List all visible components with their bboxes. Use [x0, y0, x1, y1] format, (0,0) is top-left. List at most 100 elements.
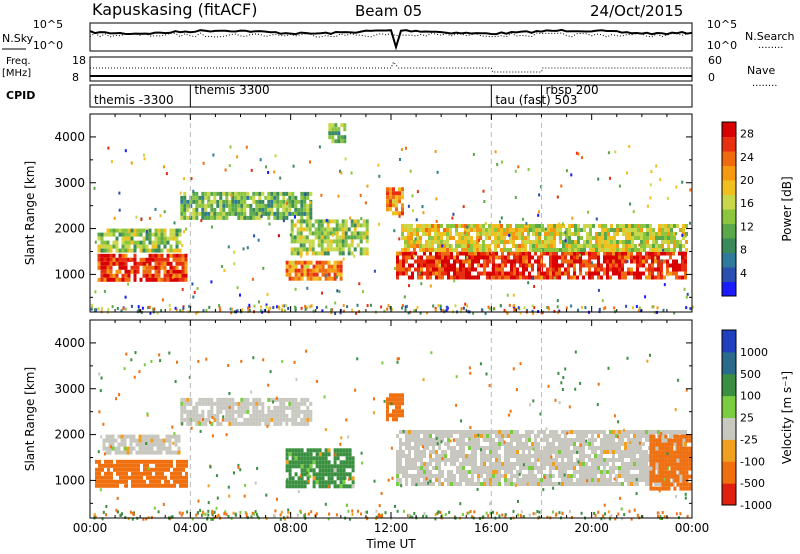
- data-cell: [663, 259, 666, 264]
- data-cell: [544, 232, 547, 236]
- data-cell: [560, 381, 563, 385]
- data-cell: [399, 271, 402, 276]
- data-cell: [160, 240, 164, 245]
- data-cell: [423, 450, 426, 454]
- data-cell: [324, 502, 327, 506]
- data-cell: [303, 514, 306, 518]
- data-cell: [630, 267, 633, 272]
- data-cell: [532, 228, 535, 232]
- data-cell: [276, 497, 278, 501]
- data-cell: [672, 430, 675, 434]
- data-cell: [324, 276, 328, 281]
- data-cell: [323, 239, 327, 244]
- data-cell: [291, 199, 295, 204]
- data-cell: [528, 271, 531, 276]
- data-cell: [603, 438, 606, 442]
- data-cell: [639, 478, 642, 482]
- data-cell: [232, 511, 235, 515]
- data-cell: [164, 463, 167, 468]
- data-cell: [579, 438, 582, 442]
- data-cell: [98, 467, 101, 472]
- data-cell: [594, 513, 597, 517]
- data-cell: [318, 460, 322, 465]
- data-cell: [534, 438, 537, 442]
- data-cell: [532, 244, 535, 248]
- data-cell: [332, 231, 336, 236]
- data-cell: [256, 467, 259, 470]
- data-cell: [462, 478, 465, 482]
- data-cell: [118, 208, 121, 212]
- data-cell: [123, 446, 127, 451]
- data-cell: [157, 257, 161, 262]
- data-cell: [603, 462, 606, 466]
- data-cell: [651, 251, 654, 256]
- data-cell: [120, 438, 124, 443]
- data-cell: [137, 305, 140, 309]
- data-cell: [435, 263, 438, 268]
- data-cell: [174, 306, 177, 310]
- data-cell: [396, 509, 399, 513]
- data-cell: [153, 450, 157, 455]
- data-cell: [219, 397, 223, 402]
- data-cell: [345, 472, 349, 477]
- data-cell: [392, 199, 395, 204]
- data-cell: [597, 466, 600, 470]
- data-cell: [516, 259, 519, 264]
- data-cell: [522, 478, 525, 482]
- data-cell: [347, 227, 351, 232]
- data-cell: [137, 467, 140, 472]
- data-cell: [543, 458, 546, 462]
- data-cell: [425, 248, 428, 252]
- data-cell: [582, 462, 585, 466]
- data-cell: [480, 470, 483, 474]
- data-cell: [106, 257, 110, 262]
- data-cell: [396, 271, 399, 276]
- data-cell: [299, 227, 303, 232]
- data-cell: [603, 482, 606, 486]
- data-cell: [519, 462, 522, 466]
- data-cell: [344, 235, 348, 240]
- data-cell: [311, 223, 315, 228]
- data-cell: [133, 228, 137, 233]
- data-cell: [558, 255, 561, 260]
- data-cell: [293, 247, 297, 252]
- data-cell: [178, 273, 182, 278]
- data-cell: [675, 259, 678, 264]
- data-cell: [393, 267, 396, 270]
- data-cell: [555, 446, 558, 450]
- data-cell: [635, 478, 638, 482]
- data-cell: [334, 301, 337, 305]
- data-cell: [474, 275, 477, 280]
- data-cell: [521, 248, 524, 252]
- data-cell: [323, 227, 327, 232]
- data-cell: [396, 470, 399, 474]
- data-cell: [658, 236, 661, 240]
- data-cell: [291, 480, 295, 485]
- data-cell: [162, 502, 165, 506]
- data-cell: [138, 370, 141, 374]
- data-cell: [416, 240, 419, 244]
- data-cell: [432, 263, 435, 268]
- data-cell: [360, 512, 363, 516]
- data-cell: [519, 442, 522, 446]
- data-cell: [189, 413, 193, 418]
- data-cell: [597, 288, 600, 292]
- data-cell: [341, 231, 345, 236]
- data-cell: [600, 450, 603, 454]
- data-cell: [339, 464, 343, 469]
- data-cell: [171, 515, 174, 519]
- data-cell: [432, 442, 435, 446]
- data-cell: [567, 450, 570, 454]
- data-cell: [451, 244, 454, 248]
- data-cell: [606, 263, 609, 268]
- data-cell: [315, 476, 319, 481]
- data-cell: [488, 228, 491, 232]
- data-cell: [525, 446, 528, 450]
- data-cell: [685, 466, 689, 471]
- data-cell: [219, 211, 223, 216]
- data-cell: [621, 430, 624, 434]
- data-cell: [471, 446, 474, 450]
- data-cell: [121, 512, 123, 516]
- data-cell: [279, 517, 282, 521]
- data-cell: [184, 253, 188, 258]
